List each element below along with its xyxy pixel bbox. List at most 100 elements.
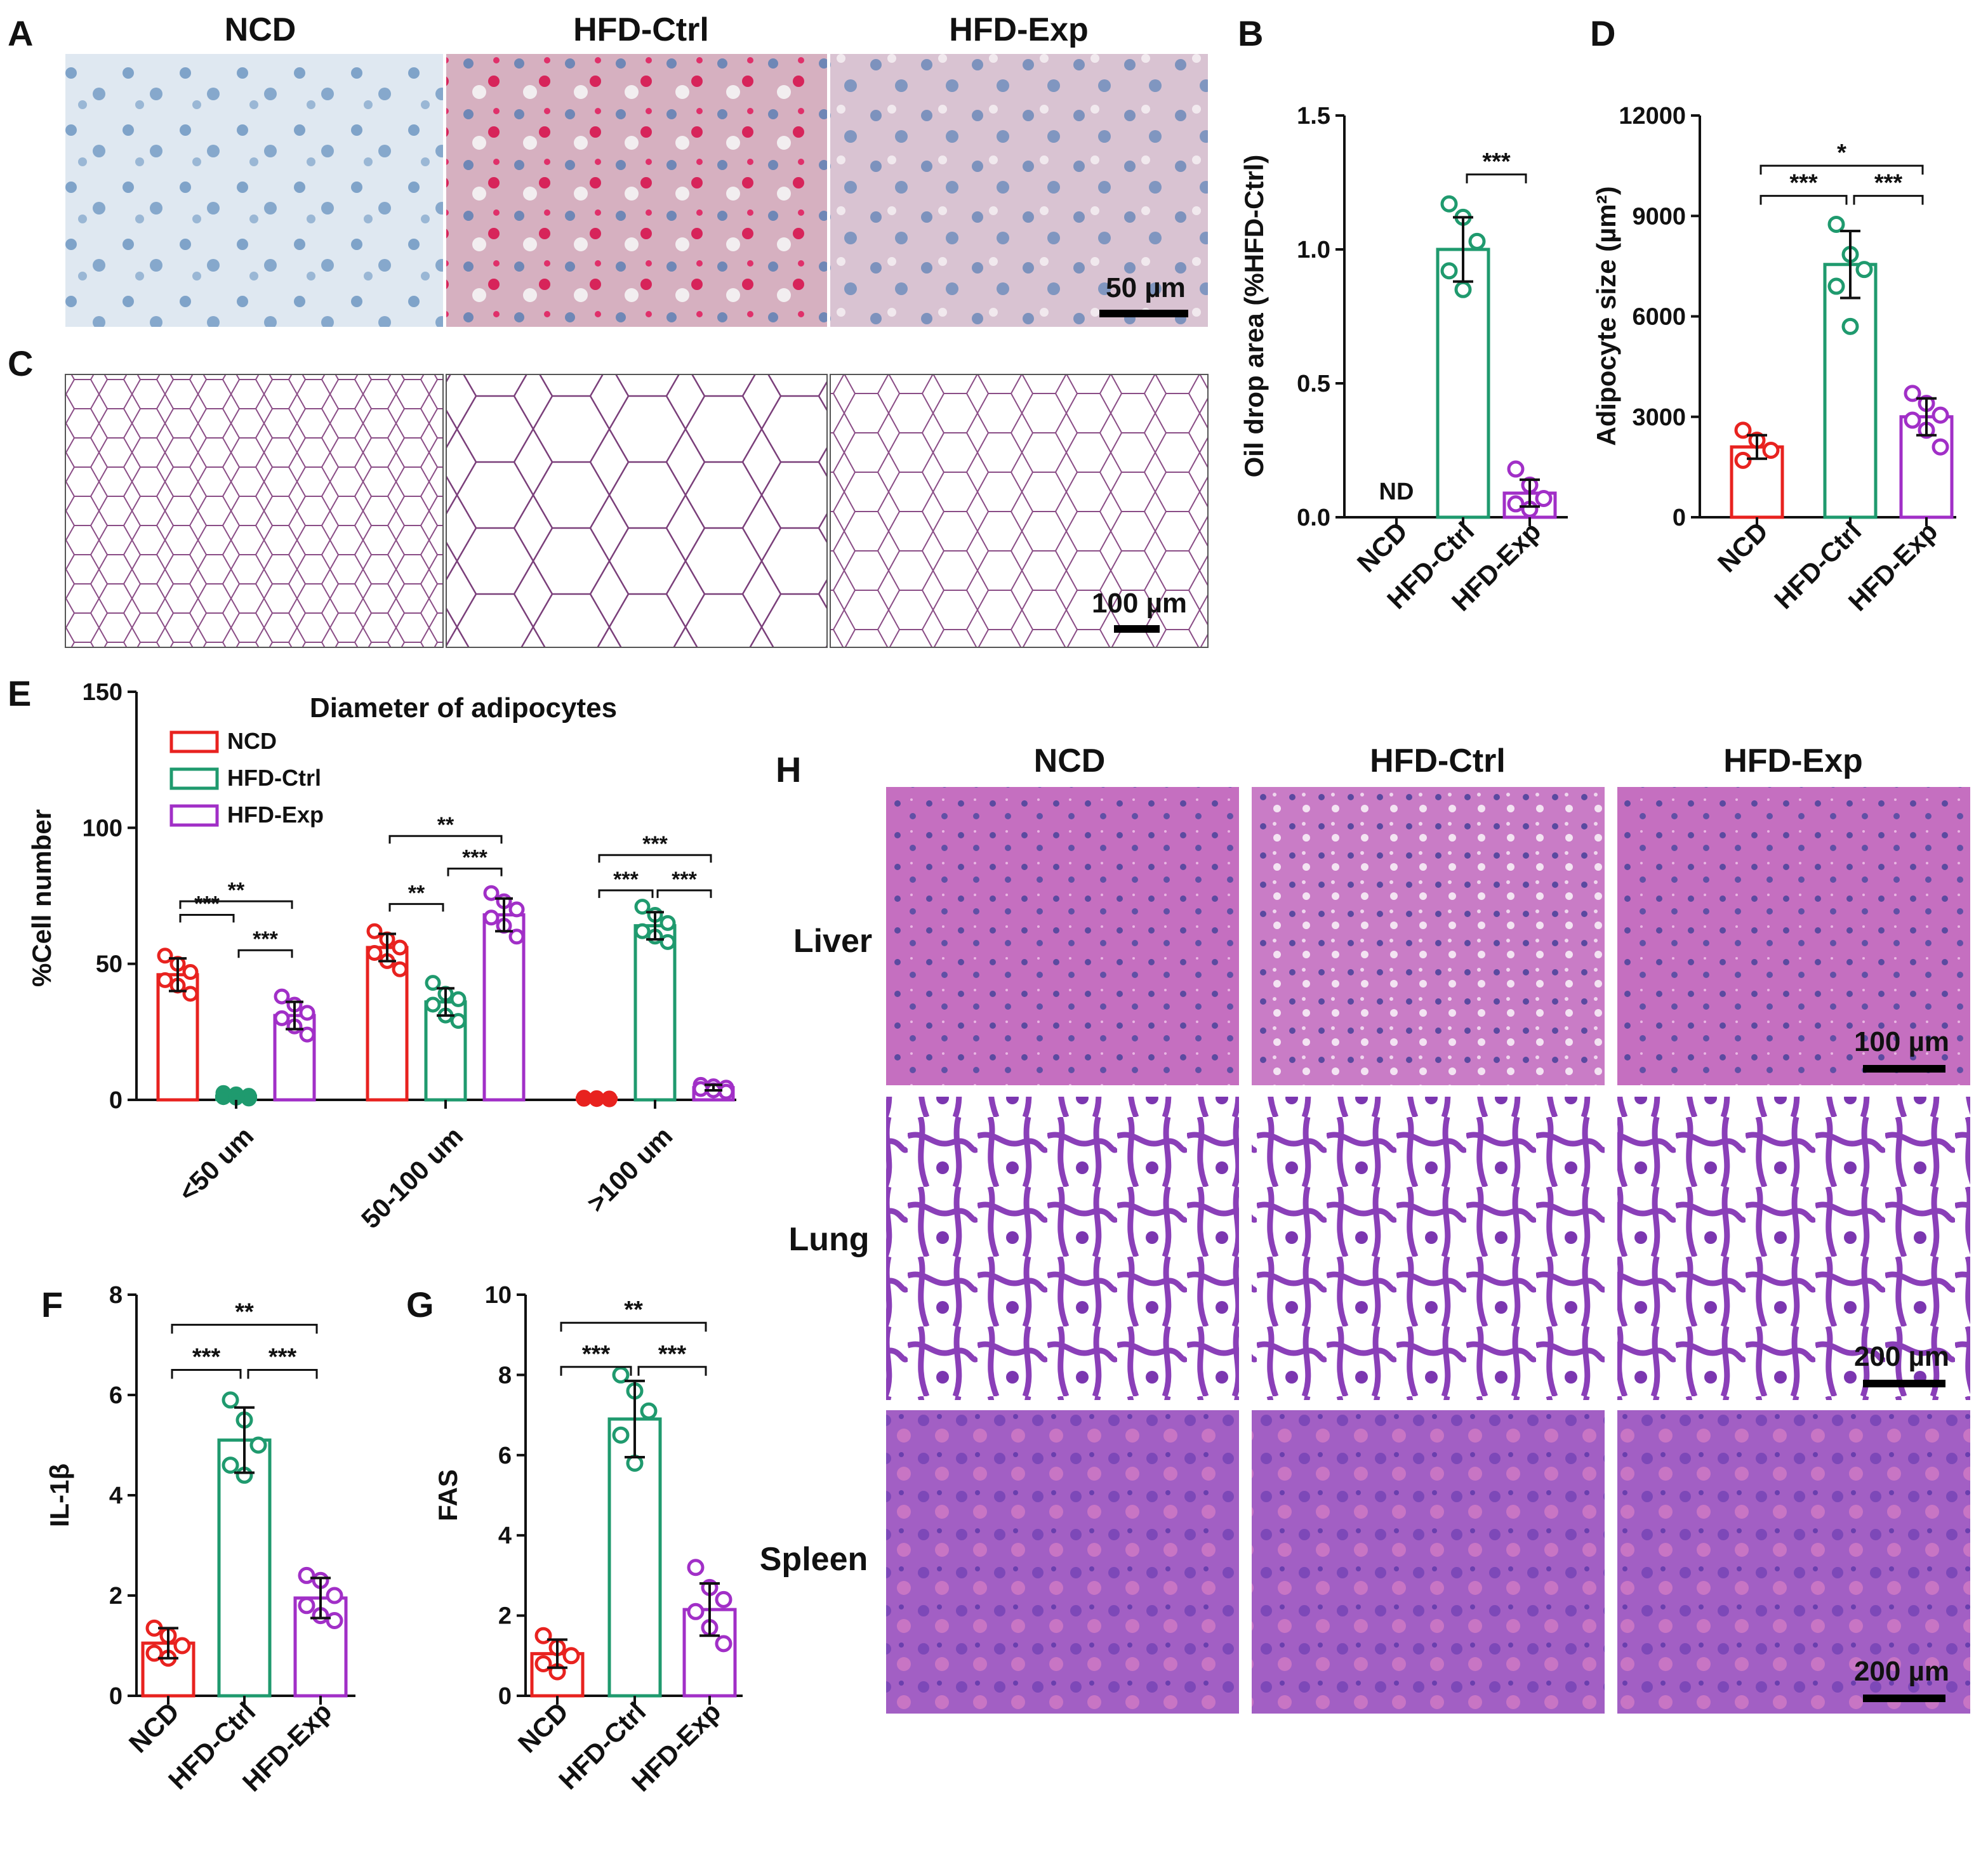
chart-g-ytick-label: 0 <box>498 1683 512 1710</box>
chart-b-data-point <box>1507 460 1525 478</box>
chart-g-data-point <box>687 1603 705 1620</box>
chart-e-ytick-label: 0 <box>109 1087 123 1114</box>
chart-f-ytick-label: 8 <box>109 1282 123 1309</box>
chart-e-xtick-label: <50 um <box>173 1121 259 1207</box>
chart-f-data-point <box>145 1644 163 1662</box>
chart-e-data-point <box>299 1026 315 1043</box>
chart-d-sig-label: *** <box>1874 170 1903 197</box>
chart-e-data-point <box>366 923 383 939</box>
chart-e-ytick-label: 150 <box>83 679 123 706</box>
chart-e-sig-label: *** <box>642 832 668 856</box>
chart-d-data-point <box>1734 421 1752 439</box>
chart-e-data-point <box>241 1090 257 1107</box>
chart-e-sig-label: ** <box>228 878 245 902</box>
chart-d-data-point <box>1762 442 1780 459</box>
chart-e-legend-swatch <box>169 804 219 827</box>
chart-d-data-point <box>1841 317 1859 335</box>
chart-e-data-point <box>215 1089 232 1106</box>
chart-e-data-point <box>157 948 173 964</box>
chart-g-sig-bracket <box>560 1366 632 1376</box>
chart-d-data-point <box>1827 215 1845 233</box>
chart-d-ytick-label: 0 <box>1673 505 1686 531</box>
chart-e-legend-label: HFD-Exp <box>227 802 324 828</box>
chart-f-data-point <box>298 1597 315 1615</box>
chart-g-sig-label: ** <box>624 1297 643 1323</box>
chart-f-ytick-label: 0 <box>109 1683 123 1710</box>
micrograph-h-liver-ncd <box>886 787 1239 1085</box>
micrograph-h-lung-ncd <box>886 1097 1239 1400</box>
panel-label-d: D <box>1590 13 1615 53</box>
chart-e-ytick-label: 100 <box>83 815 123 842</box>
chart-e-sig-bracket <box>447 868 503 876</box>
chart-e-data-point <box>588 1091 605 1107</box>
panel-label-a: A <box>8 13 33 53</box>
chart-g-sig-label: *** <box>582 1341 611 1368</box>
chart-b-data-point <box>1507 495 1525 513</box>
chart-e-data-point <box>718 1083 734 1100</box>
chart-d-data-point <box>1932 438 1949 456</box>
chart-d-sig-label: * <box>1837 140 1846 166</box>
chart-f-sig-label: *** <box>268 1344 297 1371</box>
chart-e-sig-label: ** <box>437 813 454 837</box>
chart-e-data-point <box>450 991 467 1007</box>
chart-f-data-point <box>326 1612 343 1629</box>
scale-label-c: 100 µm <box>1092 588 1187 619</box>
chart-e-data-point <box>483 909 500 926</box>
chart-f-sig-bracket <box>247 1369 318 1379</box>
chart-d-sig-bracket <box>1759 195 1848 205</box>
chart-b-sig-label: *** <box>1482 149 1511 175</box>
micrograph-c-ncd <box>65 374 444 648</box>
panel-label-c: C <box>8 343 33 383</box>
scale-label-h-liver: 100 µm <box>1854 1026 1949 1057</box>
chart-f-sig-label: *** <box>192 1344 221 1371</box>
chart-g-data-point <box>612 1366 630 1384</box>
chart-d-sig-bracket <box>1853 195 1924 205</box>
chart-e-sig-bracket <box>656 889 712 898</box>
micrograph-h-spleen-ncd <box>886 1410 1239 1714</box>
chart-g-data-point <box>562 1647 580 1665</box>
chart-d-ytick-label: 3000 <box>1632 404 1686 431</box>
chart-e-data-point <box>182 986 199 1002</box>
chart-g-y-label: FAS <box>433 1469 463 1521</box>
chart-e-legend-swatch <box>169 767 219 790</box>
chart-e-xtick-label: 50-100 um <box>355 1121 469 1234</box>
chart-e-data-point <box>182 964 199 981</box>
chart-d-xtick-label: NCD <box>1712 516 1774 578</box>
panel-label-g: G <box>406 1285 434 1325</box>
chart-e-sig-label: *** <box>253 927 278 951</box>
chart-e-data-point <box>425 975 441 991</box>
chart-g-data-point <box>640 1402 658 1420</box>
chart-d-y-label: Adipocyte size (µm²) <box>1591 186 1621 446</box>
chart-e-data-point <box>274 988 290 1005</box>
scale-bar-h-spleen <box>1863 1695 1945 1702</box>
chart-g-data-point <box>612 1426 630 1444</box>
chart-e-data-point <box>392 939 408 956</box>
chart-e-data-point <box>659 915 676 931</box>
chart-f-xtick-label: NCD <box>123 1696 185 1759</box>
chart-g-ytick-label: 4 <box>498 1523 512 1549</box>
micrograph-h-spleen-hfd-exp <box>1617 1410 1970 1714</box>
chart-b-ytick-label: 0.5 <box>1297 371 1330 397</box>
chart-g-sig-bracket <box>560 1321 707 1332</box>
chart-d-bar <box>1823 263 1878 519</box>
chart-g-ytick-label: 6 <box>498 1443 512 1469</box>
chart-e-data-point <box>634 923 651 939</box>
scale-bar-h-lung <box>1863 1380 1945 1387</box>
chart-e-data-point <box>483 885 500 901</box>
chart-e-data-point <box>601 1091 618 1107</box>
chart-b-y-label: Oil drop area (%HFD-Ctrl) <box>1239 155 1269 478</box>
chart-d-data-point <box>1827 277 1845 295</box>
chart-f-sig-bracket <box>171 1369 242 1379</box>
chart-b-xtick-label: NCD <box>1351 516 1414 578</box>
chart-g-ytick-label: 2 <box>498 1603 512 1630</box>
scale-label-a: 50 µm <box>1106 272 1186 303</box>
chart-e-legend-label: NCD <box>227 728 277 754</box>
chart-d-data-point <box>1904 411 1921 429</box>
chart-e-data-point <box>508 928 525 945</box>
scale-bar-c <box>1114 625 1160 633</box>
panel-label-h: H <box>776 750 801 790</box>
header-a-hfd-ctrl: HFD-Ctrl <box>573 11 709 48</box>
chart-e-sig-label: *** <box>194 892 220 916</box>
chart-f-data-point <box>249 1436 267 1454</box>
chart-g-xtick-label: NCD <box>512 1696 574 1759</box>
